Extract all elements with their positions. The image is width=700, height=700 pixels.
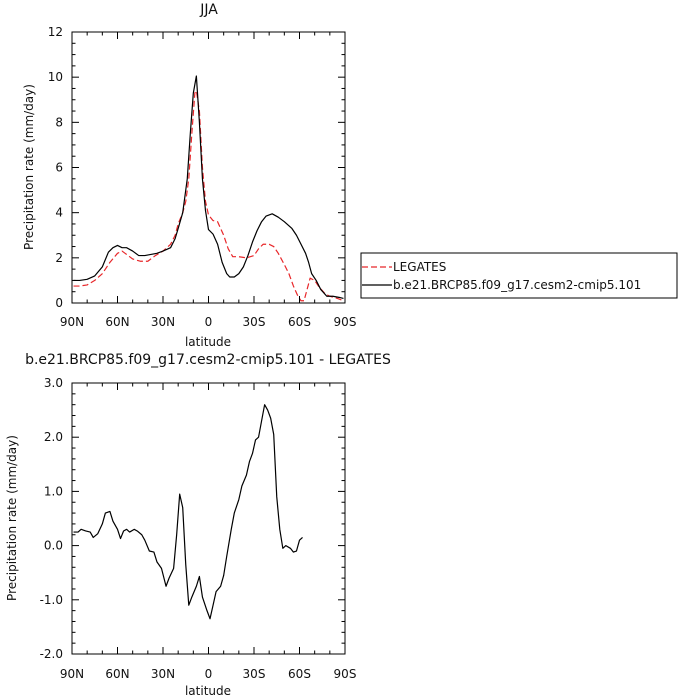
bottom-x-tick-label: 30S: [243, 667, 266, 681]
top-y-tick-label: 2: [55, 251, 63, 265]
top-y-tick-label: 4: [55, 206, 63, 220]
legend-label-cesm2: b.e21.BRCP85.f09_g17.cesm2-cmip5.101: [393, 278, 641, 292]
bottom-x-tick-label: 90S: [334, 667, 357, 681]
bottom-y-tick-label: 2.0: [44, 430, 63, 444]
bottom-y-tick-label: -2.0: [40, 647, 63, 661]
bottom-y-tick-label: -1.0: [40, 593, 63, 607]
top-y-tick-label: 10: [48, 70, 63, 84]
top-y-axis-label: Precipitation rate (mm/day): [22, 84, 36, 250]
top-y-tick-label: 6: [55, 161, 63, 175]
bottom-chart-title: b.e21.BRCP85.f09_g17.cesm2-cmip5.101 - L…: [25, 352, 391, 368]
bottom-y-axis-label: Precipitation rate (mm/day): [5, 435, 19, 601]
top-panel: JJA 90N 60N 30N 0 30S 60S 90S 0 2 4 6 8 10 12 latitu…: [22, 2, 356, 349]
bottom-panel: b.e21.BRCP85.f09_g17.cesm2-cmip5.101 - L…: [5, 352, 391, 698]
top-x-tick-label: 60S: [288, 315, 311, 329]
bottom-y-tick-label: 1.0: [44, 484, 63, 498]
top-x-tick-label: 30S: [243, 315, 266, 329]
top-y-tick-label: 0: [55, 296, 63, 310]
top-y-tick-label: 8: [55, 115, 63, 129]
bottom-x-axis-label: latitude: [185, 684, 231, 698]
bottom-x-tick-label: 30N: [151, 667, 175, 681]
bottom-series-line-0: [73, 404, 303, 620]
top-series-line-1: [73, 75, 344, 300]
top-x-tick-label: 0: [205, 315, 213, 329]
bottom-x-tick-label: 90N: [60, 667, 84, 681]
top-x-tick-label: 90N: [60, 315, 84, 329]
bottom-x-tick-label: 60N: [105, 667, 129, 681]
top-chart-title: JJA: [199, 2, 218, 18]
top-x-tick-label: 30N: [151, 315, 175, 329]
top-y-tick-label: 12: [48, 25, 63, 39]
top-x-tick-label: 90S: [334, 315, 357, 329]
bottom-x-tick-label: 60S: [288, 667, 311, 681]
top-series-line-0: [73, 90, 344, 302]
top-x-tick-label: 60N: [105, 315, 129, 329]
bottom-x-tick-label: 0: [205, 667, 213, 681]
legend-box: [360, 252, 678, 299]
bottom-y-tick-label: 3.0: [44, 376, 63, 390]
top-x-axis-label: latitude: [185, 335, 231, 349]
legend-label-legates: LEGATES: [393, 260, 446, 274]
top-plot-frame: [71, 31, 346, 304]
legend: LEGATES b.e21.BRCP85.f09_g17.cesm2-cmip5…: [360, 252, 678, 299]
bottom-y-tick-label: 0.0: [44, 539, 63, 553]
